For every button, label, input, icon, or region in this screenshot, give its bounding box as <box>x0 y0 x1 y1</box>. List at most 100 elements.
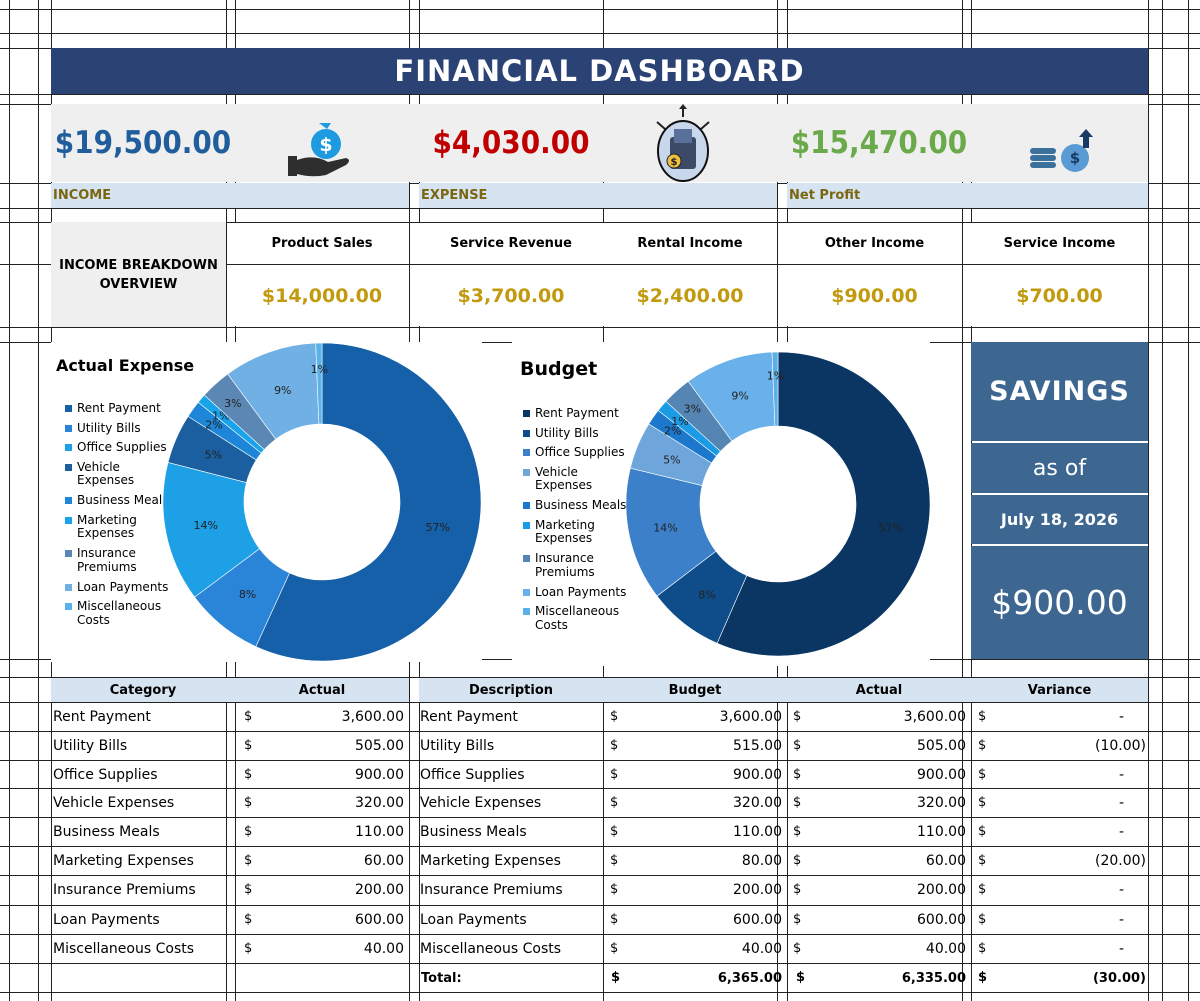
legend-label: Rent Payment <box>77 401 161 415</box>
currency-symbol: $ <box>978 970 988 985</box>
donut-slice <box>771 351 779 427</box>
savings-title: SAVINGS <box>971 342 1148 441</box>
table-cell-variance: - <box>1118 941 1124 957</box>
table-cell-category: Loan Payments <box>53 912 160 928</box>
legend-item: Marketing Expenses <box>523 517 595 546</box>
income-label: INCOME <box>51 183 409 208</box>
income-source-label: Other Income <box>787 223 962 264</box>
grid-line <box>0 702 1200 703</box>
table-cell-actual: 505.00 <box>355 738 404 754</box>
expense-total: $4,030.00 <box>432 125 590 161</box>
grid-line <box>0 905 1200 906</box>
chart-title: Budget <box>520 358 598 380</box>
legend-item: Rent Payment <box>65 401 161 416</box>
legend-label: Business Meals <box>535 498 627 512</box>
grid-line <box>0 760 1200 761</box>
legend-swatch <box>523 588 530 596</box>
legend-swatch <box>65 497 72 504</box>
net-profit-label: Net Profit <box>787 183 1148 208</box>
total-variance: (30.00) <box>1092 970 1146 986</box>
grid-line <box>962 0 963 1001</box>
currency-symbol: $ <box>793 767 802 782</box>
table-cell-actual: 900.00 <box>917 767 966 783</box>
legend-swatch <box>523 521 530 529</box>
legend-item: Utility Bills <box>523 426 599 441</box>
table-cell-category: Insurance Premiums <box>53 882 196 898</box>
legend-item: Marketing Expenses <box>65 513 137 541</box>
currency-symbol: $ <box>978 709 987 724</box>
legend-item: Vehicle Expenses <box>65 459 135 488</box>
table-cell-variance: - <box>1118 912 1124 928</box>
legend-swatch <box>65 583 72 591</box>
currency-symbol: $ <box>610 824 619 839</box>
income-breakdown-title: INCOME BREAKDOWN OVERVIEW <box>51 222 226 327</box>
legend-label: Marketing Expenses <box>535 517 595 545</box>
grid-line <box>0 222 1200 223</box>
legend-swatch <box>65 603 72 610</box>
legend-label: Utility Bills <box>77 420 141 435</box>
currency-symbol: $ <box>793 853 802 868</box>
legend-swatch <box>523 468 530 476</box>
currency-symbol: $ <box>610 912 619 927</box>
currency-symbol: $ <box>793 882 802 897</box>
svg-text:$: $ <box>1070 149 1080 167</box>
legend-item: Utility Bills <box>65 420 141 436</box>
currency-symbol: $ <box>978 941 987 956</box>
income-source-value: $900.00 <box>787 265 962 326</box>
table-cell-description: Rent Payment <box>420 709 518 725</box>
legend-swatch <box>65 463 72 471</box>
donut-slice <box>315 342 323 425</box>
currency-symbol: $ <box>796 970 806 985</box>
table-cell-actual: 600.00 <box>917 912 966 928</box>
slice-data-label: 1% <box>311 363 328 376</box>
table-cell-budget: 900.00 <box>733 767 782 783</box>
table-cell-variance: - <box>1118 709 1124 725</box>
grid-line <box>0 875 1200 876</box>
income-source-label: Service Revenue <box>419 223 603 264</box>
table-cell-actual: 60.00 <box>925 853 966 869</box>
grid-line <box>0 264 1200 265</box>
legend-item: Miscellaneous Costs <box>65 599 162 627</box>
grid-line <box>9 0 10 1001</box>
legend-label: Vehicle Expenses <box>77 459 135 487</box>
slice-data-label: 9% <box>731 389 748 402</box>
legend-swatch <box>523 608 530 615</box>
currency-symbol: $ <box>244 941 253 956</box>
legend-label: Miscellaneous Costs <box>77 599 162 627</box>
legend-swatch <box>65 424 72 432</box>
grid-line <box>0 94 1200 95</box>
legend-swatch <box>523 449 530 456</box>
currency-symbol: $ <box>244 824 253 839</box>
legend-label: Office Supplies <box>535 445 625 459</box>
grid-line <box>0 934 1200 935</box>
legend-swatch <box>65 550 72 557</box>
income-source-value: $700.00 <box>971 265 1148 326</box>
table-cell-description: Miscellaneous Costs <box>420 941 562 957</box>
currency-symbol: $ <box>793 709 802 724</box>
income-source-value: $14,000.00 <box>235 265 409 326</box>
legend-item: Business Meals <box>523 498 627 513</box>
slice-data-label: 8% <box>698 588 715 601</box>
money-bag-hand-icon: $ <box>286 120 356 182</box>
table-cell-budget: 3,600.00 <box>719 709 782 725</box>
wallet-icon: $ <box>650 103 716 183</box>
currency-symbol: $ <box>611 970 621 985</box>
currency-symbol: $ <box>978 738 987 753</box>
legend-label: Office Supplies <box>77 440 167 454</box>
summary-row <box>51 104 1148 182</box>
legend-swatch <box>523 502 530 509</box>
currency-symbol: $ <box>610 853 619 868</box>
legend-swatch <box>65 405 72 412</box>
table-cell-actual: 110.00 <box>355 824 404 840</box>
table-cell-variance: (10.00) <box>1094 738 1146 754</box>
table-cell-actual: 3,600.00 <box>341 709 404 725</box>
table-cell-actual: 200.00 <box>355 882 404 898</box>
grid-line <box>0 327 1200 328</box>
total-budget: 6,365.00 <box>717 970 782 986</box>
currency-symbol: $ <box>793 824 802 839</box>
legend-item: Rent Payment <box>523 406 619 421</box>
svg-text:$: $ <box>319 134 332 156</box>
table-cell-description: Vehicle Expenses <box>420 795 542 811</box>
currency-symbol: $ <box>978 824 987 839</box>
table-cell-actual: 600.00 <box>355 912 404 928</box>
